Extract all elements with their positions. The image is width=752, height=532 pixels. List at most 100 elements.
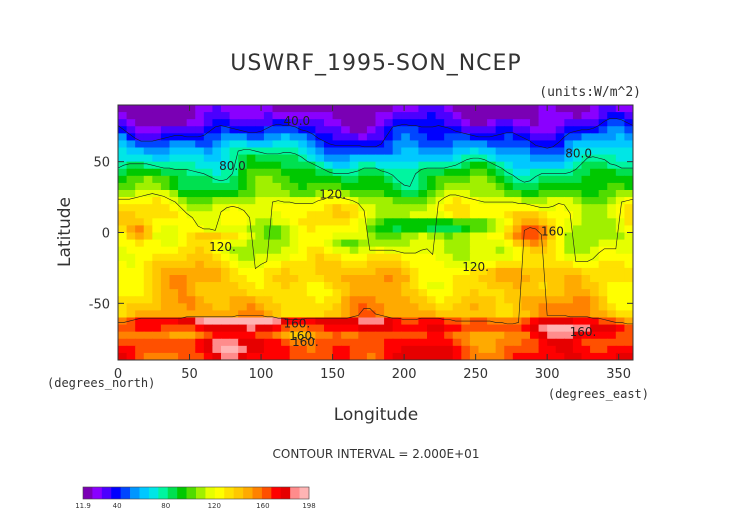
heatmap-cell-40	[461, 105, 471, 113]
heatmap-cell-2114	[238, 352, 248, 360]
heatmap-cell-997	[435, 218, 445, 227]
heatmap-cell-1495	[590, 275, 600, 283]
heatmap-cell-2073	[401, 345, 411, 354]
heatmap-cell-1854	[581, 317, 591, 326]
heatmap-cell-1153	[229, 239, 239, 248]
heatmap-cell-1357	[435, 260, 445, 269]
heatmap-cell-1233	[401, 246, 411, 255]
heatmap-cell-304	[152, 140, 162, 149]
heatmap-cell-1057	[435, 225, 445, 234]
heatmap-cell-1414	[409, 267, 420, 276]
heatmap-cell-1111	[384, 232, 394, 241]
heatmap-cell-585	[504, 168, 514, 177]
contour-label-8: 160.	[292, 335, 319, 349]
heatmap-cell-1959	[452, 331, 462, 340]
heatmap-cell-1127	[521, 232, 531, 241]
heatmap-cell-1373	[572, 260, 583, 269]
heatmap-cell-1797	[607, 310, 617, 319]
heatmap-cell-358	[615, 140, 626, 149]
heatmap-cell-1305	[504, 253, 514, 262]
heatmap-cell-855	[246, 204, 256, 212]
heatmap-cell-824	[495, 197, 505, 205]
heatmap-cell-1875	[246, 324, 256, 333]
heatmap-cell-1950	[375, 331, 385, 340]
heatmap-cell-1939	[281, 331, 291, 340]
heatmap-cell-1329	[195, 260, 205, 269]
heatmap-cell-1040	[289, 225, 299, 234]
heatmap-cell-1009	[538, 218, 548, 227]
heatmap-cell-929	[366, 211, 377, 219]
heatmap-cell-155	[418, 119, 428, 127]
heatmap-cell-1947	[349, 331, 359, 340]
heatmap-cell-852	[221, 204, 231, 212]
heatmap-cell-190	[203, 126, 214, 134]
contour-label-0: 40.0	[283, 114, 310, 128]
contour-label-5: 120.	[462, 260, 489, 274]
heatmap-cell-1381	[126, 267, 136, 276]
heatmap-cell-1748	[186, 310, 196, 319]
heatmap-cell-776	[598, 190, 608, 198]
heatmap-cell-432	[221, 154, 231, 163]
heatmap-cell-372	[221, 147, 231, 156]
heatmap-cell-449	[366, 154, 377, 163]
heatmap-cell-2123	[315, 352, 325, 360]
heatmap-cell-184	[152, 126, 162, 134]
heatmap-cell-708	[530, 182, 540, 191]
heatmap-cell-1432	[564, 267, 574, 276]
heatmap-cell-1879	[281, 324, 291, 333]
heatmap-cell-1903	[487, 324, 497, 333]
heatmap-cell-1663	[487, 296, 497, 304]
heatmap-cell-693	[401, 182, 411, 191]
heatmap-cell-1126	[512, 232, 523, 241]
heatmap-cell-2125	[332, 352, 342, 360]
heatmap-cell-355	[590, 140, 600, 149]
heatmap-cell-469	[538, 154, 548, 163]
heatmap-cell-808	[358, 197, 368, 205]
heatmap-cell-1503	[143, 282, 153, 290]
heatmap-cell-1917	[607, 324, 617, 333]
heatmap-cell-1969	[538, 331, 548, 340]
heatmap-cell-1250	[547, 246, 557, 255]
heatmap-cell-1513	[229, 282, 239, 290]
heatmap-cell-1169	[366, 239, 377, 248]
heatmap-cell-547	[178, 168, 188, 177]
heatmap-cell-1846	[512, 317, 523, 326]
heatmap-cell-1999	[281, 338, 291, 347]
heatmap-cell-1789	[538, 310, 548, 319]
heatmap-cell-447	[349, 154, 359, 163]
heatmap-cell-1775	[418, 310, 428, 319]
heatmap-cell-1149	[195, 239, 205, 248]
heatmap-cell-1983	[143, 338, 153, 347]
heatmap-cell-244	[152, 133, 162, 142]
heatmap-cell-32	[392, 105, 402, 113]
heatmap-cell-1073	[572, 225, 583, 234]
heatmap-cell-247	[178, 133, 188, 142]
heatmap-cell-1938	[272, 331, 282, 340]
heatmap-cell-2129	[366, 352, 377, 360]
heatmap-cell-390	[375, 147, 385, 156]
heatmap-cell-820	[461, 197, 471, 205]
units-label: (units:W/m^2)	[539, 85, 641, 100]
heatmap-cell-1845	[504, 317, 514, 326]
heatmap-cell-1467	[349, 275, 359, 283]
heatmap-cell-1129	[538, 232, 548, 241]
heatmap-cell-2048	[186, 345, 196, 354]
heatmap-cell-124	[152, 119, 162, 127]
heatmap-cell-2133	[401, 352, 411, 360]
heatmap-cell-177	[607, 119, 617, 127]
heatmap-cell-948	[530, 211, 540, 219]
heatmap-cell-411	[555, 147, 565, 156]
heatmap-cell-2105	[160, 352, 171, 360]
heatmap-cell-1800	[118, 317, 128, 326]
heatmap-cell-1101	[298, 232, 308, 241]
heatmap-cell-643	[487, 175, 497, 184]
heatmap-cell-52	[564, 105, 574, 113]
heatmap-cell-1156	[255, 239, 265, 248]
heatmap-cell-1088	[186, 232, 196, 241]
heatmap-cell-560	[289, 168, 299, 177]
heatmap-cell-704	[495, 182, 505, 191]
heatmap-cell-644	[495, 175, 505, 184]
heatmap-cell-264	[324, 133, 334, 142]
heatmap-cell-916	[255, 211, 265, 219]
heatmap-cell-1612	[564, 289, 574, 297]
